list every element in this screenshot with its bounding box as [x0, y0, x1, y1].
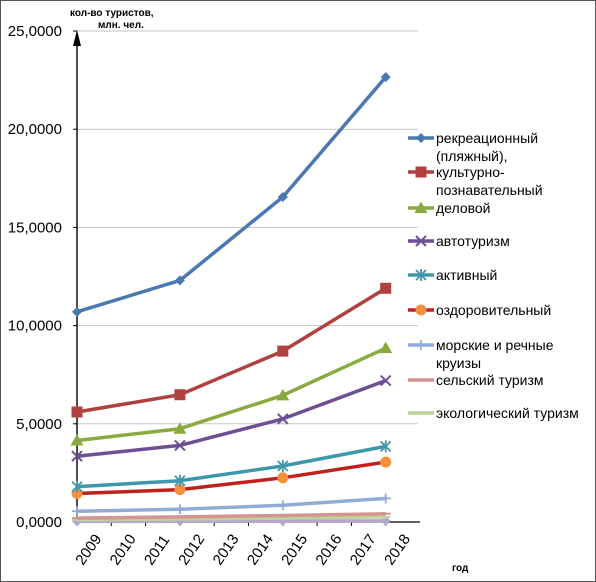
marker-x-stroke — [415, 235, 427, 247]
legend-label: автотуризм — [436, 233, 510, 249]
marker-x-stroke — [277, 413, 289, 425]
marker-triangle — [173, 422, 187, 434]
legend-item: активный — [408, 267, 497, 283]
marker-triangle — [379, 341, 393, 354]
marker-plus — [380, 493, 391, 504]
y-tick-label: 5,0000 — [16, 416, 62, 433]
x-axis-label: год — [452, 563, 469, 574]
legend-label: экологический туризм — [436, 405, 579, 421]
marker-star — [277, 460, 289, 473]
series-line — [76, 378, 387, 458]
legend-item: деловой — [408, 200, 491, 216]
legend-label: (пляжный), — [436, 148, 508, 164]
series-line — [76, 460, 386, 496]
series-line — [76, 515, 386, 522]
marker-plus — [72, 506, 82, 517]
marker-circle — [380, 456, 392, 468]
marker-x — [379, 374, 392, 387]
y-tick-label: 10,0000 — [8, 318, 62, 335]
legend-label: морские и речные — [436, 337, 554, 353]
legend-label: познавательный — [436, 182, 543, 198]
series — [71, 440, 392, 493]
marker-x — [174, 439, 186, 452]
marker-triangle — [70, 433, 84, 446]
marker-square — [277, 345, 289, 357]
marker-star — [415, 269, 427, 281]
series — [71, 456, 392, 500]
marker-x-stroke — [71, 450, 83, 462]
marker-x — [277, 413, 289, 425]
series-line — [76, 444, 387, 489]
marker-plus — [277, 500, 288, 511]
series — [71, 282, 392, 418]
marker-star — [71, 480, 83, 493]
series — [70, 341, 393, 446]
marker-circle — [277, 472, 289, 484]
marker-diamond — [380, 72, 391, 83]
series-line — [76, 286, 387, 414]
marker-triangle — [414, 201, 428, 213]
marker-diamond — [174, 275, 185, 286]
series-line — [76, 512, 386, 520]
marker-x — [415, 235, 427, 247]
series-line — [76, 346, 387, 443]
legend-label: рекреационный — [436, 130, 538, 146]
marker-triangle — [276, 388, 290, 401]
marker-x — [71, 450, 83, 462]
marker-star — [174, 474, 186, 487]
marker-square — [71, 406, 83, 418]
y-axis-label-line1: кол-во туристов, — [70, 8, 154, 19]
marker-plus — [416, 340, 426, 350]
marker-x-stroke — [379, 374, 392, 387]
y-tick-label: 0,0000 — [16, 514, 62, 531]
legend-label: культурно- — [436, 164, 505, 180]
legend-item: морские и речные круизы — [408, 337, 554, 371]
legend-item: оздоровительный — [408, 302, 551, 318]
legend-item: экологический туризм — [408, 405, 579, 421]
series — [71, 374, 392, 462]
y-tick-labels: 0,0000 5,0000 10,0000 15,0000 20,0000 25,0000 — [8, 23, 62, 531]
marker-plus — [174, 504, 185, 515]
legend-item: культурно-познавательный — [408, 164, 543, 198]
legend-label: оздоровительный — [436, 302, 551, 318]
marker-circle — [415, 304, 427, 316]
series-group — [70, 72, 393, 527]
marker-circle — [174, 484, 186, 496]
y-axis-label-line2: млн. чел. — [98, 20, 144, 31]
legend-label: сельский туризм — [436, 372, 544, 388]
series-line — [76, 519, 386, 524]
legend-label: деловой — [436, 200, 491, 216]
marker-square — [415, 166, 427, 178]
marker-circle — [71, 488, 83, 500]
marker-square — [174, 389, 186, 401]
marker-square — [380, 282, 392, 294]
legend-label: круизы — [436, 355, 481, 371]
marker-star — [380, 440, 392, 453]
gridlines — [77, 30, 418, 425]
series-line — [76, 496, 386, 513]
legend: рекреационный (пляжный),культурно-познава… — [408, 130, 579, 421]
series — [72, 512, 391, 520]
legend-item: автотуризм — [408, 233, 510, 249]
y-tick-label: 15,0000 — [8, 219, 62, 236]
marker-diamond — [277, 191, 288, 202]
legend-item: рекреационный (пляжный), — [408, 130, 538, 164]
marker-diamond — [416, 133, 426, 143]
y-tick-label: 20,0000 — [8, 121, 62, 138]
series — [72, 72, 391, 317]
series — [72, 493, 391, 517]
y-tick-label: 25,0000 — [8, 23, 62, 40]
legend-label: активный — [436, 267, 497, 283]
y-axis-arrow — [73, 30, 81, 46]
marker-diamond — [72, 306, 82, 317]
marker-x-stroke — [174, 439, 186, 452]
legend-item: сельский туризм — [408, 372, 544, 388]
series-line — [76, 76, 388, 314]
